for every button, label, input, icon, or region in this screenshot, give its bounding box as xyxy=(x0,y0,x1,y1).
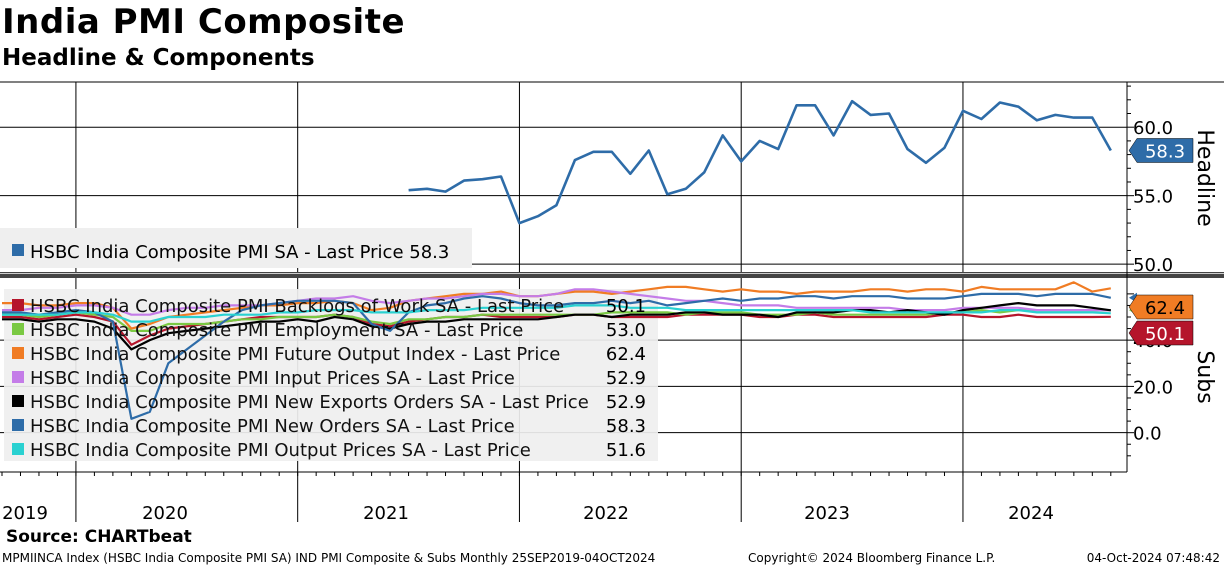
headline-legend-swatch xyxy=(12,244,24,256)
subs-legend-label: HSBC India Composite PMI Input Prices SA… xyxy=(30,368,515,389)
x-year-label: 2023 xyxy=(804,503,850,524)
subs-tick-label: 0.0 xyxy=(1133,424,1162,445)
subs-legend-swatch xyxy=(12,299,24,311)
chart-title: India PMI Composite xyxy=(2,2,406,42)
backlogs-last-badge-shape xyxy=(1128,320,1194,346)
subs-legend-label: HSBC India Composite PMI New Exports Ord… xyxy=(30,392,589,413)
x-year-label: 2020 xyxy=(142,503,188,524)
future-output-last-badge-text: 62.4 xyxy=(1145,298,1185,319)
future-output-last-badge: 62.4 xyxy=(1128,294,1194,320)
subs-legend-value: 58.3 xyxy=(606,416,646,437)
headline-tick-label: 55.0 xyxy=(1133,187,1173,208)
chart-canvas: 60.055.050.040.020.00.0HeadlineSubs20192… xyxy=(0,81,1224,524)
subs-legend-swatch xyxy=(12,323,24,335)
chart-subtitle: Headline & Components xyxy=(2,45,315,71)
subs-legend-label: HSBC India Composite PMI New Orders SA -… xyxy=(30,416,515,437)
subs-legend-value: 53.0 xyxy=(606,320,646,341)
panel-separator xyxy=(0,272,1224,278)
subs-legend-swatch xyxy=(12,443,24,455)
subs-tick-label: 20.0 xyxy=(1133,377,1173,398)
subs-legend-value: 52.9 xyxy=(606,368,646,389)
subs-legend-label: HSBC India Composite PMI Future Output I… xyxy=(30,344,560,365)
subs-axis-title: Subs xyxy=(1192,350,1217,403)
future-output-last-badge-shape xyxy=(1128,294,1194,320)
x-year-label: 2021 xyxy=(363,503,409,524)
headline-legend-box xyxy=(0,228,472,268)
x-year-label: 2022 xyxy=(583,503,629,524)
footer-ticker-info: MPMIINCA Index (HSBC India Composite PMI… xyxy=(2,551,656,565)
subs-legend-swatch xyxy=(12,371,24,383)
headline-legend-label: HSBC India Composite PMI SA - Last Price… xyxy=(30,242,449,263)
headline-last-badge: 58.3 xyxy=(1128,138,1194,163)
subs-series-line xyxy=(2,292,1112,420)
headline-tick-label: 50.0 xyxy=(1133,255,1173,276)
subs-legend-value: 51.6 xyxy=(606,440,646,461)
headline-last-badge-shape xyxy=(1128,138,1194,163)
subs-legend-label: HSBC India Composite PMI Backlogs of Wor… xyxy=(30,296,564,317)
subs-series-line xyxy=(2,288,1111,316)
subs-series-line xyxy=(2,309,1111,332)
subs-legend-label: HSBC India Composite PMI Output Prices S… xyxy=(30,440,531,461)
headline-axis-title: Headline xyxy=(1192,129,1217,226)
headline-series-line xyxy=(408,99,1112,225)
subs-legend-swatch xyxy=(12,419,24,431)
headline-tick-label: 60.0 xyxy=(1133,118,1173,139)
source-label: Source: CHARTbeat xyxy=(6,527,192,547)
backlogs-last-badge-text: 50.1 xyxy=(1145,324,1185,345)
subs-legend-label: HSBC India Composite PMI Employment SA -… xyxy=(30,320,523,341)
subs-series-line xyxy=(2,304,1111,323)
subs-legend-value: 62.4 xyxy=(606,344,646,365)
x-year-label: 2019 xyxy=(2,503,48,524)
x-year-label: 2024 xyxy=(1008,503,1054,524)
subs-legend-swatch xyxy=(12,347,24,359)
subs-legend-value: 50.1 xyxy=(606,296,646,317)
footer-timestamp: 04-Oct-2024 07:48:42 xyxy=(1086,551,1220,565)
backlogs-last-badge: 50.1 xyxy=(1128,320,1194,346)
headline-last-badge-text: 58.3 xyxy=(1145,141,1185,162)
subs-legend-swatch xyxy=(12,395,24,407)
subs-legend-value: 52.9 xyxy=(606,392,646,413)
footer-copyright: Copyright© 2024 Bloomberg Finance L.P. xyxy=(748,551,996,565)
